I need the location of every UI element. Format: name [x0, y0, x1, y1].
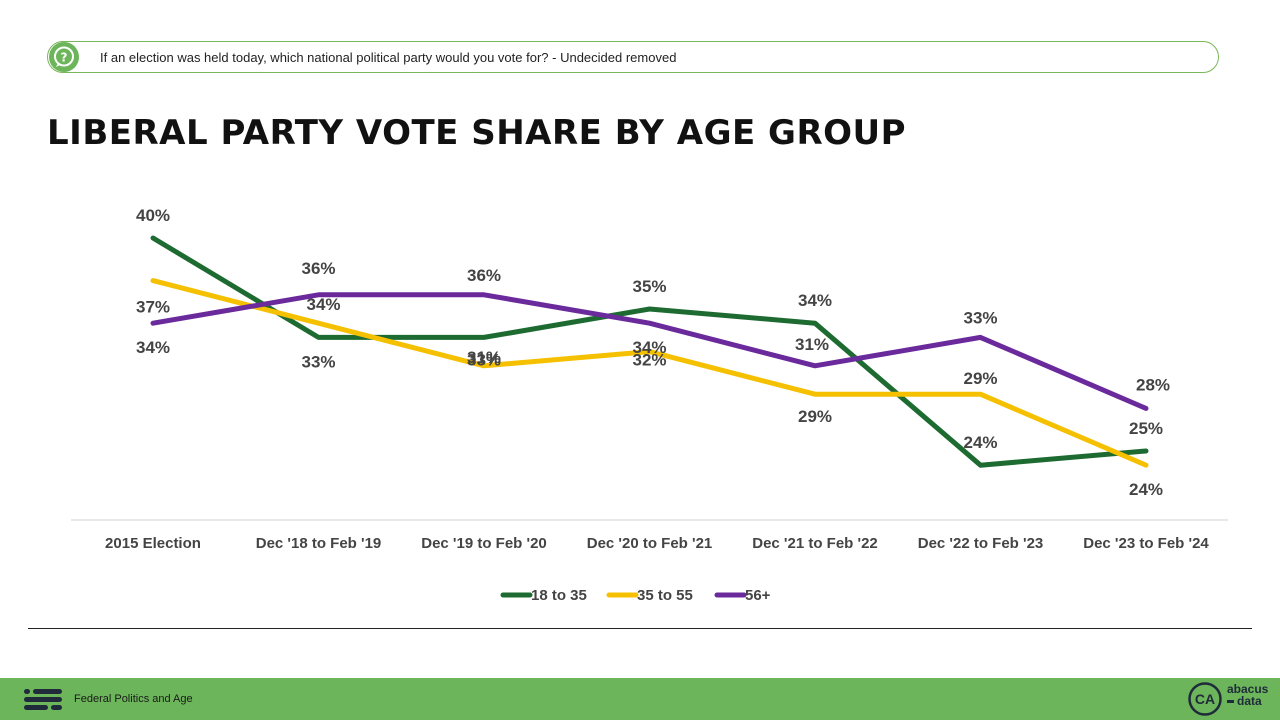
x-tick-label: Dec '19 to Feb '20 [421, 535, 547, 552]
data-label: 24% [1129, 480, 1163, 499]
series-line-1 [150, 235, 1149, 468]
data-label: 28% [1136, 375, 1170, 394]
x-tick-label: Dec '21 to Feb '22 [752, 535, 878, 552]
brand-monogram-logo: CA [1188, 682, 1222, 716]
data-label: 29% [963, 369, 997, 388]
data-label: 36% [467, 266, 501, 285]
data-label: 32% [632, 351, 666, 370]
data-label: 40% [136, 206, 170, 225]
x-tick-label: 2015 Election [105, 535, 201, 552]
series-line-2 [150, 278, 1149, 468]
data-label: 34% [632, 338, 666, 357]
line-chart: 2015 Election Dec '18 to Feb '19 Dec '19 t… [71, 206, 1228, 604]
data-label: 29% [798, 407, 832, 426]
x-tick-label: Dec '22 to Feb '23 [918, 535, 1044, 552]
legend-label: 18 to 35 [531, 587, 587, 604]
page-title: LIBERAL PARTY VOTE SHARE BY AGE GROUP [47, 113, 907, 153]
question-bubble-icon: ? [49, 42, 79, 72]
legend-label: 56+ [745, 587, 771, 604]
question-text: If an election was held today, which nat… [100, 50, 677, 65]
divider [28, 628, 1252, 629]
brand-line-1: abacus [1227, 682, 1269, 696]
data-label: 33% [963, 308, 997, 327]
data-label: 34% [136, 338, 170, 357]
data-label: 33% [467, 350, 501, 369]
svg-text:?: ? [61, 51, 68, 65]
data-label: 34% [798, 291, 832, 310]
series-line-3 [150, 292, 1149, 411]
data-label: 24% [963, 433, 997, 452]
question-bar: ? If an election was held today, which n… [47, 41, 1219, 73]
brand-wordmark: abacus data [1227, 683, 1268, 707]
footer-bar: Federal Politics and Age CA abacus data [0, 678, 1280, 720]
brand-line-2: data [1227, 695, 1268, 707]
abacus-lines-logo-icon [24, 689, 62, 710]
brand-monogram: CA [1195, 691, 1215, 707]
data-label: 36% [301, 259, 335, 278]
data-label: 34% [306, 295, 340, 314]
data-label: 35% [632, 277, 666, 296]
data-label: 37% [136, 298, 170, 317]
footer-label: Federal Politics and Age [74, 693, 193, 705]
data-label: 33% [301, 352, 335, 371]
x-tick-label: Dec '23 to Feb '24 [1083, 535, 1209, 552]
data-label: 31% [795, 335, 829, 354]
data-label: 25% [1129, 419, 1163, 438]
legend-label: 35 to 55 [637, 587, 693, 604]
data-label: 31% [467, 348, 501, 367]
x-tick-label: Dec '18 to Feb '19 [256, 535, 382, 552]
x-tick-label: Dec '20 to Feb '21 [587, 535, 713, 552]
